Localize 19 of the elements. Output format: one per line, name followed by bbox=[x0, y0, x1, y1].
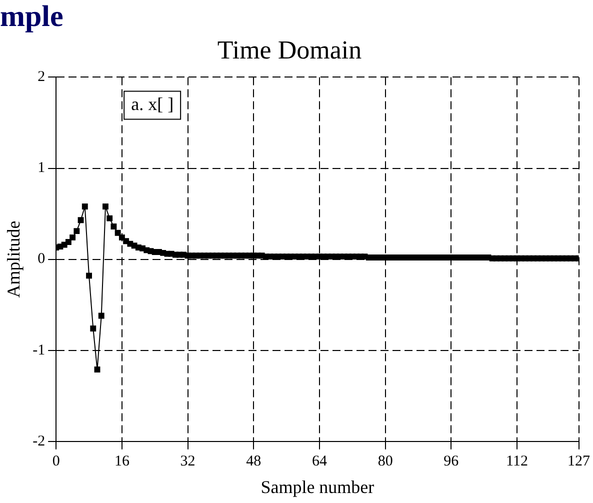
x-tick-label: 127 bbox=[568, 453, 590, 470]
y-axis-title: Amplitude bbox=[4, 220, 24, 298]
chart-title: mple bbox=[0, 0, 64, 33]
x-axis-title: Sample number bbox=[260, 476, 374, 497]
y-tick-label: 0 bbox=[38, 251, 46, 268]
x-tick-label: 80 bbox=[378, 453, 393, 470]
x-tick-label: 48 bbox=[246, 453, 262, 470]
x-tick-label: 32 bbox=[180, 453, 196, 470]
x-tick-label: 16 bbox=[114, 453, 130, 470]
x-tick-label: 0 bbox=[52, 453, 60, 470]
y-tick-label: 1 bbox=[38, 160, 46, 176]
x-tick-label: 64 bbox=[312, 453, 328, 470]
y-tick-label: 2 bbox=[38, 69, 46, 86]
x-tick-label: 112 bbox=[506, 453, 528, 470]
annotation: a. x[ ] bbox=[131, 94, 174, 114]
chart-subtitle: Time Domain bbox=[217, 35, 362, 64]
x-tick-label: 96 bbox=[444, 453, 460, 470]
y-tick-label: -2 bbox=[32, 433, 46, 450]
y-tick-label: -1 bbox=[32, 342, 46, 358]
